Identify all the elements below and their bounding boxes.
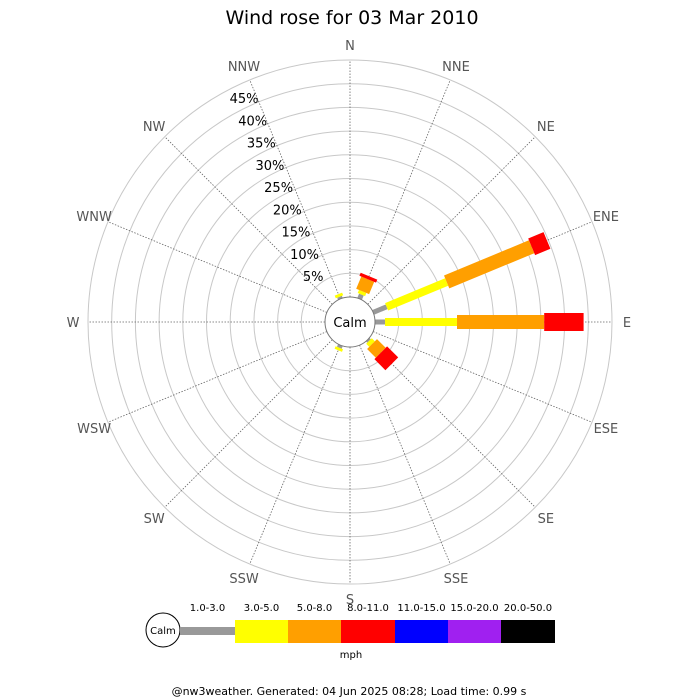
wind-bar-ssw-3.0-5.0 xyxy=(334,346,343,352)
grid-spoke xyxy=(107,331,328,423)
legend-bin-label: 3.0-5.0 xyxy=(244,603,279,614)
grid-spoke xyxy=(249,344,341,565)
wind-bar-nne-3.0-5.0 xyxy=(357,289,367,297)
grid-ring xyxy=(87,59,613,585)
direction-label: NW xyxy=(143,120,166,135)
legend-swatch-11.0-15.0 xyxy=(395,620,448,643)
chart-title: Wind rose for 03 Mar 2010 xyxy=(225,7,478,29)
radial-tick-label: 40% xyxy=(238,114,267,129)
legend-bin-label: 5.0-8.0 xyxy=(297,603,332,614)
direction-label: NE xyxy=(537,120,555,135)
direction-label: WNW xyxy=(76,210,112,225)
direction-label: SSE xyxy=(444,572,469,587)
wind-bar-e-8.0-11.0 xyxy=(544,313,584,331)
direction-label: SW xyxy=(144,512,165,527)
legend-bin-label: 20.0-50.0 xyxy=(504,603,552,614)
grid-spoke xyxy=(164,339,333,508)
direction-label: ENE xyxy=(593,210,619,225)
wind-bar-se-5.0-8.0 xyxy=(367,339,386,358)
wind-bar-se-3.0-5.0 xyxy=(366,338,375,347)
legend-bin-label: 8.0-11.0 xyxy=(347,603,389,614)
wind-bar-ene-5.0-8.0 xyxy=(444,240,535,289)
legend-swatch-15.0-20.0 xyxy=(448,620,501,643)
radial-tick-label: 45% xyxy=(230,92,259,107)
wind-bar-nnw-1.0-3.0 xyxy=(337,295,343,300)
calm-ring xyxy=(324,296,376,348)
legend: Calm 1.0-3.0 3.0-5.0 5.0-8.0 8.0-11.0 11.0-1… xyxy=(145,603,555,661)
grid-spoke xyxy=(367,339,536,508)
wind-bar-e-3.0-5.0 xyxy=(385,318,457,326)
wind-bar-nne-5.0-8.0 xyxy=(356,276,375,295)
grid-spoke xyxy=(249,79,341,300)
direction-labels: N NNE NE ENE E ESE SE SSE S SSW SW WSW W WNW NW NNW xyxy=(67,39,632,608)
radial-tick-label: 20% xyxy=(273,203,302,218)
wind-bar-e-5.0-8.0 xyxy=(457,315,545,329)
radial-tick-label: 25% xyxy=(264,181,293,196)
frequency-bars xyxy=(334,232,584,371)
legend-unit: mph xyxy=(340,650,362,661)
grid-spoke xyxy=(372,331,593,423)
grid-spoke xyxy=(359,344,451,565)
grid-spoke xyxy=(107,221,328,313)
direction-label: WSW xyxy=(77,422,111,437)
polar-grid xyxy=(87,59,613,585)
legend-swatch-20.0-50.0 xyxy=(501,620,555,643)
radial-tick-label: 15% xyxy=(281,226,310,241)
direction-label: N xyxy=(345,39,355,54)
direction-label: NNE xyxy=(442,60,470,75)
direction-label: SE xyxy=(538,512,554,527)
wind-bar-se-1.0-3.0 xyxy=(365,337,371,343)
calm-circle: Calm xyxy=(324,296,376,348)
direction-label: S xyxy=(346,593,354,608)
legend-swatch-5.0-8.0 xyxy=(288,620,341,643)
legend-swatch-8.0-11.0 xyxy=(341,620,395,643)
wind-bar-nnw-3.0-5.0 xyxy=(334,292,344,299)
legend-swatch-1.0-3.0 xyxy=(180,627,235,635)
legend-bin-label: 11.0-15.0 xyxy=(397,603,445,614)
legend-swatch-3.0-5.0 xyxy=(235,620,288,643)
wind-bar-ssw-1.0-3.0 xyxy=(337,344,343,349)
radial-tick-label: 5% xyxy=(303,270,324,285)
legend-calm-label: Calm xyxy=(150,626,176,637)
grid-spoke xyxy=(367,136,536,305)
wind-bar-nne-8.0-11.0 xyxy=(359,272,378,283)
direction-label: E xyxy=(623,316,631,331)
legend-bin-label: 15.0-20.0 xyxy=(450,603,498,614)
direction-label: W xyxy=(67,316,80,331)
radial-tick-label: 10% xyxy=(290,248,319,263)
direction-label: SSW xyxy=(229,572,259,587)
wind-bar-ene-3.0-5.0 xyxy=(385,278,449,311)
wind-bar-ene-8.0-11.0 xyxy=(528,232,551,256)
calm-label: Calm xyxy=(333,316,366,331)
grid-spoke xyxy=(359,79,451,300)
wind-bar-se-8.0-11.0 xyxy=(374,346,399,371)
grid-spoke xyxy=(164,136,333,305)
wind-bar-ene-1.0-3.0 xyxy=(372,304,388,315)
radial-tick-labels: 5% 10% 15% 20% 25% 30% 35% 40% 45% xyxy=(230,92,324,285)
direction-label: ESE xyxy=(594,422,619,437)
radial-tick-label: 35% xyxy=(247,137,276,152)
wind-bar-e-1.0-3.0 xyxy=(375,319,385,325)
direction-label: NNW xyxy=(228,60,260,75)
radial-tick-label: 30% xyxy=(256,159,285,174)
footer-text: @nw3weather. Generated: 04 Jun 2025 08:2… xyxy=(172,685,527,698)
legend-bin-label: 1.0-3.0 xyxy=(190,603,225,614)
